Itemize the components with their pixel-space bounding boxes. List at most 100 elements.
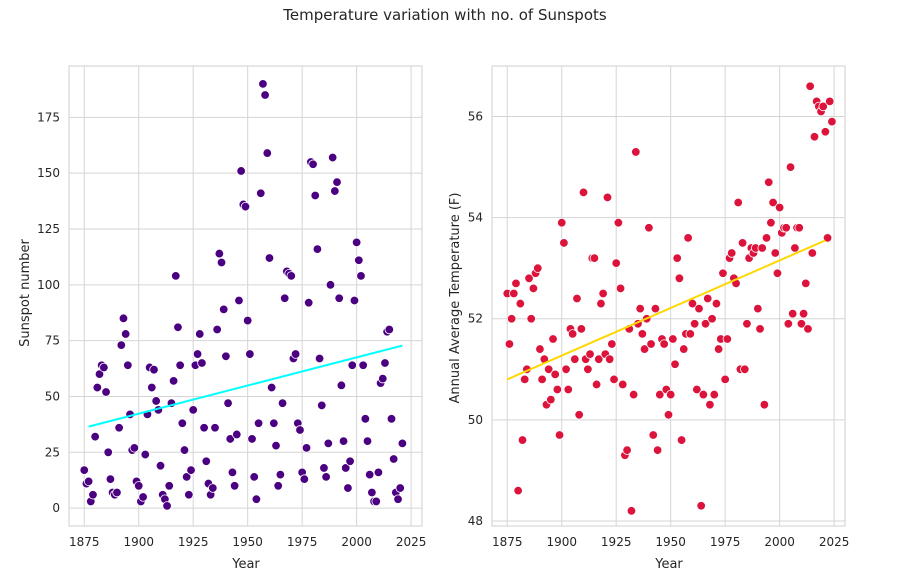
sunspot-data-point — [103, 447, 113, 458]
temperature-data-point — [772, 268, 783, 278]
temperature-scatter-plot: 1875 1900 1925 1950 1975 2000 2025 48 50 52 54 56 Y… — [448, 65, 850, 572]
temperature-data-point — [511, 278, 521, 289]
temperature-data-point — [676, 435, 687, 445]
temperature-data-point — [561, 364, 571, 374]
temperature-data-point — [535, 344, 545, 354]
sunspot-data-point — [264, 253, 275, 263]
sunspot-data-point — [155, 461, 166, 471]
temperature-data-point — [827, 116, 837, 127]
temperature-data-point — [589, 253, 600, 263]
temperature-data-point — [785, 162, 796, 172]
sunspot-data-point — [269, 418, 279, 428]
temperature-data-point — [613, 218, 624, 228]
sunspot-data-point — [83, 476, 94, 487]
temperature-data-point — [644, 223, 654, 233]
temperature-data-point — [774, 202, 785, 213]
temperature-data-point — [655, 389, 665, 400]
sunspot-data-point — [177, 418, 188, 428]
sunspot-data-point — [378, 373, 388, 384]
temperature-data-point — [552, 384, 563, 395]
temperature-data-point — [820, 127, 831, 137]
temperature-data-point — [685, 329, 695, 339]
sunspot-data-point — [301, 443, 312, 453]
sunspot-data-point — [195, 329, 205, 339]
sunspot-data-point — [242, 315, 253, 326]
sunspot-data-point — [179, 445, 190, 455]
temperature-data-point — [755, 324, 765, 334]
sunspot-plot-area — [68, 65, 423, 527]
temperature-data-point — [672, 253, 682, 263]
temperature-data-point — [801, 278, 811, 289]
temperature-data-point — [563, 384, 573, 395]
temperature-data-point — [578, 187, 589, 198]
sunspot-data-point — [397, 438, 408, 449]
sunspot-x-tick-label: 1975 — [287, 535, 318, 549]
sunspot-x-tick-label: 2025 — [396, 535, 427, 549]
temperature-x-tick-label: 2025 — [819, 535, 850, 549]
temperature-data-point — [570, 354, 580, 364]
temperature-data-point — [663, 410, 674, 420]
temperature-data-point — [628, 389, 639, 400]
temperature-data-point — [809, 132, 820, 142]
temperature-data-point — [567, 329, 578, 339]
temperature-data-point — [766, 218, 776, 228]
temperature-data-point — [759, 399, 770, 410]
sunspot-data-point — [162, 501, 172, 511]
sunspot-data-point — [240, 201, 251, 212]
temperature-data-point — [742, 319, 752, 329]
temperature-data-point — [718, 268, 728, 278]
sunspot-data-point — [99, 362, 109, 373]
temperature-data-point — [674, 273, 685, 284]
temperature-data-point — [705, 399, 715, 410]
temperature-data-point — [692, 384, 702, 395]
sunspot-data-point — [232, 429, 242, 440]
sunspot-data-point — [175, 360, 185, 370]
temperature-data-point — [598, 288, 608, 299]
temperature-data-point — [515, 298, 526, 309]
temperature-x-tick-label: 1875 — [492, 535, 523, 549]
sunspot-data-point — [310, 190, 320, 201]
temperature-x-tick-label: 2000 — [764, 535, 795, 549]
temperature-data-point — [602, 192, 613, 203]
temperature-data-point — [615, 283, 626, 294]
temperature-data-point — [504, 339, 515, 349]
sunspot-data-point — [354, 255, 364, 265]
sunspot-data-point — [120, 329, 131, 339]
sunspot-data-point — [321, 472, 331, 482]
temperature-data-point — [546, 394, 556, 405]
sunspot-data-point — [249, 472, 259, 482]
sunspot-data-point — [323, 438, 334, 449]
sunspot-data-point — [275, 469, 286, 480]
sunspot-y-tick-label: 50 — [45, 389, 60, 403]
temperature-data-point — [533, 263, 543, 273]
sunspot-data-point — [114, 423, 124, 433]
temperature-data-point — [607, 339, 617, 349]
sunspot-data-point — [341, 463, 351, 473]
sunspot-data-point — [116, 340, 126, 350]
temperature-plot-xlabel: Year — [654, 557, 683, 572]
temperature-data-point — [526, 314, 536, 324]
sunspot-data-point — [88, 490, 98, 500]
temperature-data-point — [696, 501, 706, 511]
sunspot-data-point — [140, 449, 150, 460]
temperature-data-point — [822, 233, 833, 243]
temperature-data-point — [659, 339, 669, 349]
sunspot-data-point — [332, 177, 342, 187]
temperature-data-point — [576, 324, 587, 334]
temperature-plot-area — [491, 65, 846, 527]
figure-title: Temperature variation with no. of Sunspo… — [282, 6, 607, 24]
temperature-y-tick-label: 48 — [468, 514, 483, 528]
temperature-data-point — [652, 445, 663, 455]
sunspot-data-point — [319, 463, 329, 473]
temperature-x-tick-label: 1900 — [546, 535, 577, 549]
sunspot-x-tick-label: 1925 — [178, 535, 209, 549]
sunspot-data-point — [216, 257, 227, 268]
sunspot-data-point — [380, 358, 390, 368]
sunspot-data-point — [92, 382, 103, 393]
sunspot-data-point — [295, 425, 305, 435]
sunspot-data-point — [299, 474, 310, 484]
temperature-data-point — [720, 374, 730, 385]
temperature-data-point — [790, 243, 800, 253]
sunspot-data-point — [251, 494, 262, 504]
sunspot-data-point — [164, 481, 174, 491]
